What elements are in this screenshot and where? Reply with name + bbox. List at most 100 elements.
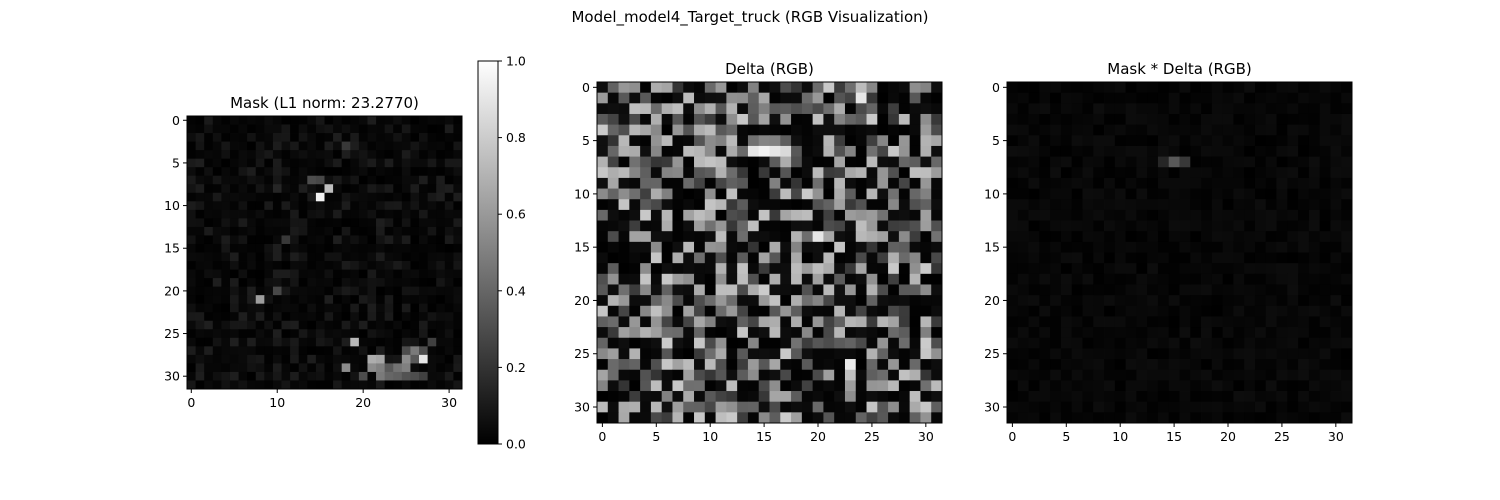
heatmap-cell [758, 316, 770, 328]
heatmap-cell [704, 337, 716, 349]
heatmap-cell [1136, 327, 1148, 339]
heatmap-cell [1244, 391, 1256, 403]
heatmap-cell [704, 156, 716, 168]
heatmap-cell [427, 116, 437, 125]
heatmap-cell [1050, 209, 1062, 221]
heatmap-cell [1190, 412, 1202, 424]
heatmap-cell [307, 201, 317, 211]
heatmap-cell [221, 150, 231, 160]
heatmap-cell [1071, 252, 1083, 264]
heatmap-cell [187, 141, 196, 151]
heatmap-cell [758, 177, 770, 189]
heatmap-cell [1104, 92, 1116, 104]
heatmap-cell [1168, 177, 1180, 189]
heatmap-cell [844, 92, 857, 104]
heatmap-cell [1082, 199, 1094, 211]
heatmap-cell [823, 337, 835, 349]
heatmap-cell [307, 226, 317, 236]
heatmap-cell [1060, 241, 1073, 253]
heatmap-cell [1222, 103, 1234, 115]
heatmap-cell [801, 156, 814, 168]
heatmap-cell [1028, 305, 1040, 317]
heatmap-cell [1319, 327, 1331, 339]
heatmap-cell [1104, 145, 1116, 157]
heatmap-cell [1276, 284, 1288, 296]
heatmap-cell [855, 273, 867, 285]
heatmap-cell [898, 135, 911, 147]
heatmap-cell [801, 188, 814, 200]
heatmap-cell [661, 209, 673, 221]
heatmap-cell [694, 241, 706, 253]
heatmap-cell [1222, 167, 1234, 179]
heatmap-cell [264, 209, 274, 219]
heatmap-cell [341, 380, 351, 390]
heatmap-cell [1179, 231, 1191, 243]
heatmap-cell [909, 92, 921, 104]
heatmap-cell [618, 327, 630, 339]
heatmap-cell [704, 284, 716, 296]
heatmap-cell [384, 320, 394, 330]
heatmap-cell [1190, 220, 1202, 232]
heatmap-cell [1007, 188, 1019, 200]
heatmap-cell [1254, 135, 1267, 147]
heatmap-cell [661, 295, 673, 307]
heatmap-cell [1168, 199, 1180, 211]
heatmap-cell [410, 192, 420, 202]
heatmap-cell [694, 188, 706, 200]
heatmap-cell [607, 273, 619, 285]
heatmap-cell [726, 369, 738, 381]
heatmap-cell [341, 320, 351, 330]
heatmap-cell [823, 369, 835, 381]
heatmap-cell [1298, 369, 1310, 381]
heatmap-cell [453, 286, 463, 296]
heatmap-cell [290, 209, 300, 219]
heatmap-cell [212, 141, 222, 151]
heatmap-cell [726, 337, 738, 349]
heatmap-cell [661, 199, 673, 211]
heatmap-cell [1007, 241, 1019, 253]
heatmap-cell [384, 354, 394, 364]
heatmap-cell [769, 177, 781, 189]
heatmap-cell [1308, 103, 1321, 115]
heatmap-cell [704, 145, 716, 157]
heatmap-cell [1276, 82, 1288, 94]
heatmap-cell [801, 337, 814, 349]
heatmap-cell [1125, 263, 1137, 275]
heatmap-cell [780, 348, 792, 360]
heatmap-cell [747, 391, 760, 403]
heatmap-cell [1039, 156, 1051, 168]
heatmap-cell [393, 235, 403, 245]
heatmap-cell [350, 133, 360, 142]
heatmap-cell [1308, 92, 1321, 104]
heatmap-cell [704, 380, 716, 392]
heatmap-cell [290, 116, 300, 125]
heatmap-cell [444, 295, 454, 305]
heatmap-cell [358, 295, 368, 305]
heatmap-cell [393, 303, 403, 313]
heatmap-cell [358, 286, 368, 296]
heatmap-cell [1341, 263, 1353, 275]
heatmap-cell [281, 209, 291, 219]
heatmap-cell [350, 141, 360, 151]
heatmap-cell [931, 220, 943, 232]
heatmap-cell [661, 348, 673, 360]
heatmap-cell [444, 158, 454, 168]
heatmap-cell [780, 145, 792, 157]
heatmap-cell [618, 295, 630, 307]
heatmap-cell [1233, 124, 1245, 136]
heatmap-cell [1104, 316, 1116, 328]
heatmap-cell [1007, 113, 1019, 126]
heatmap-cell [650, 82, 663, 94]
heatmap-cell [1265, 145, 1277, 157]
heatmap-cell [350, 371, 360, 381]
heatmap-cell [780, 369, 792, 381]
heatmap-cell [1330, 263, 1342, 275]
heatmap-cell [898, 199, 911, 211]
heatmap-cell [1254, 167, 1267, 179]
heatmap-cell [1298, 177, 1310, 189]
heatmap-cell [444, 235, 454, 245]
heatmap-cell [629, 188, 641, 200]
heatmap-cell [1190, 177, 1202, 189]
heatmap-cell [307, 346, 317, 356]
heatmap-cell [726, 391, 738, 403]
